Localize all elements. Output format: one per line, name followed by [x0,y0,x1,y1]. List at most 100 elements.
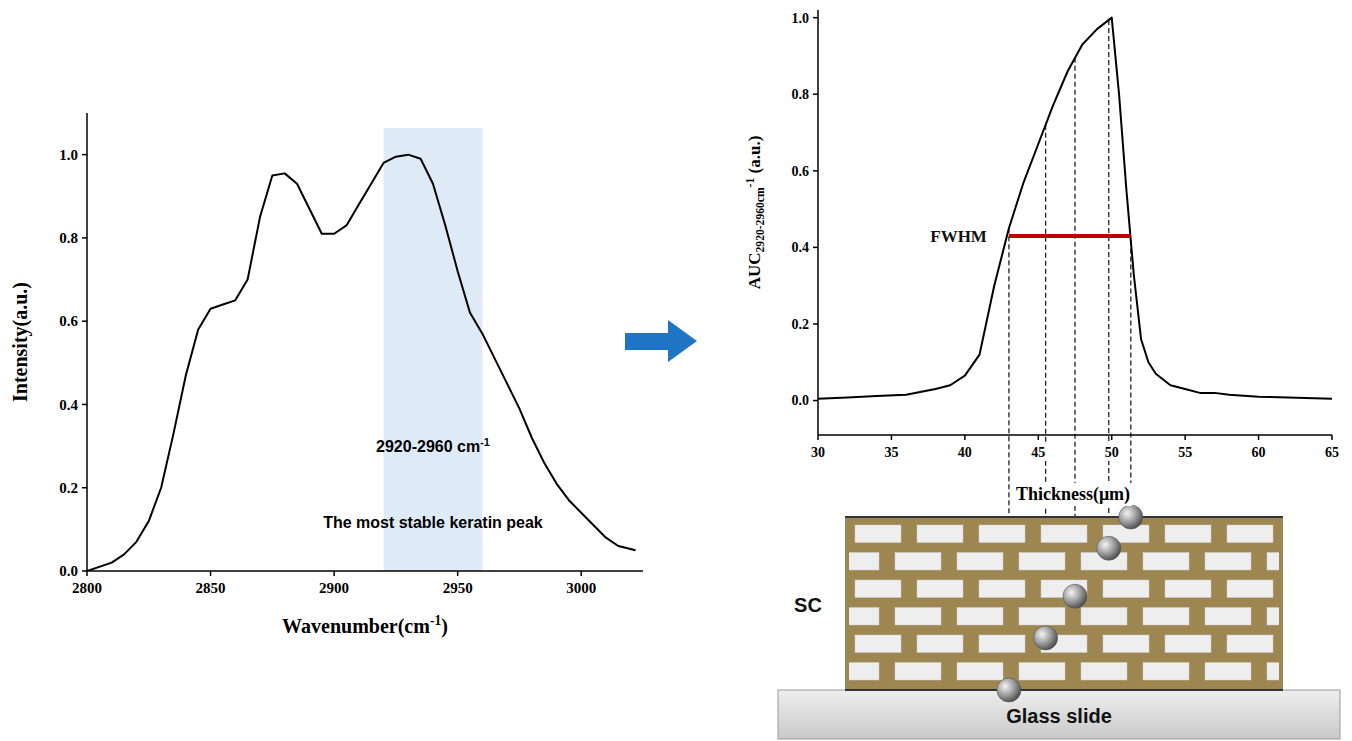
x-axis-title: Thickness(μm) [1016,484,1130,505]
corneocyte [1081,608,1127,626]
y-tick [813,17,818,19]
x-tick [964,435,966,440]
probe-point [1063,584,1087,608]
y-tick-label: 0.2 [792,317,810,332]
y-tick [813,170,818,172]
corneocyte [855,580,901,598]
y-tick-label: 0.8 [59,230,78,246]
depth-guide [1074,58,1075,596]
corneocyte [1019,608,1065,626]
label-patch [1103,444,1121,461]
corneocyte [957,663,1003,681]
curve [87,155,636,571]
x-tick-label: 2950 [443,580,473,596]
corneocyte [1227,580,1273,598]
x-tick-label: 50 [1105,445,1119,460]
label-patch [1029,444,1047,461]
y-tick-label: 1.0 [792,11,810,26]
y-tick [82,154,87,156]
y-tick [813,323,818,325]
x-tick-label: 2900 [319,580,349,596]
y-axis-title: Intensity(a.u.) [9,282,32,402]
corneocyte [1041,525,1087,543]
glass-slide [778,690,1340,739]
corneocyte [1267,608,1279,626]
curve [818,18,1332,399]
x-tick [1038,435,1040,440]
band [384,128,483,571]
y-tick [82,320,87,322]
x-tick [1258,435,1260,440]
y-tick [813,93,818,95]
corneocyte [895,663,941,681]
corneocyte [1267,663,1279,681]
y-tick-label: 0.6 [59,313,78,329]
corneocyte [895,553,941,571]
depth-guide [1108,20,1109,548]
corneocyte [917,580,963,598]
x-axis [87,570,643,572]
y-tick-label: 1.0 [59,147,78,163]
x-axis-title: Wavenumber(cm-1) [282,613,448,638]
flow-arrow [625,320,697,362]
text-part: -1 [430,613,442,628]
label-patch [1014,483,1132,506]
x-axis [818,434,1332,436]
text-part: (a.u.) [745,136,764,178]
label-patch [882,444,900,461]
x-tick-label: 35 [884,445,898,460]
y-tick-label: 0.6 [792,164,810,179]
corneocyte [1019,663,1065,681]
y-tick [813,247,818,249]
probe-point [1097,536,1121,560]
corneocyte [849,663,879,681]
x-tick-label: 45 [1031,445,1045,460]
band-note: The most stable keratin peak [323,514,543,531]
fwhm-label: FWHM [930,227,987,246]
x-tick-label: 55 [1178,445,1192,460]
corneocyte [1143,553,1189,571]
x-tick-label: 2800 [72,580,102,596]
glass-label: Glass slide [1006,705,1112,727]
y-tick [82,404,87,406]
corneocyte [1081,663,1127,681]
corneocyte [1165,580,1211,598]
corneocyte [895,608,941,626]
y-tick-label: 0.4 [59,397,78,413]
label-patch [1176,444,1194,461]
sc-top [845,516,1283,518]
corneocyte [1103,580,1149,598]
probe-point [1034,626,1058,650]
y-tick [82,487,87,489]
corneocyte [917,635,963,653]
depth-guide [1130,240,1131,517]
probe-point [997,678,1021,702]
corneocyte [1165,635,1211,653]
label-patch [1323,444,1341,461]
corneocyte [957,553,1003,571]
x-tick-label: 40 [958,445,972,460]
text-part: 2920-2960 cm [376,438,480,455]
y-tick-label: 0.2 [59,480,78,496]
y-axis [817,10,819,435]
x-tick-label: 2850 [196,580,226,596]
diagram: Glass slideSC [778,505,1340,739]
corneocyte [849,608,879,626]
fwhm-line [1009,234,1131,238]
corneocyte [849,553,879,571]
corneocyte [957,608,1003,626]
corneocyte [1165,525,1211,543]
y-axis-title: AUC2920-2960cm-1 (a.u.) [744,136,768,290]
text-part: Intensity(a.u.) [9,282,32,402]
x-tick [580,571,582,576]
sc-bottom [845,689,1283,691]
label-patch [1250,444,1268,461]
corneocyte [917,525,963,543]
corneocyte [1205,608,1251,626]
text-part: 2920-2960cm [754,187,767,252]
y-tick-label: 0.4 [792,240,810,255]
corneocyte [1227,635,1273,653]
corneocyte [1267,553,1279,571]
text-part: Wavenumber(cm [282,615,430,638]
text-part: Thickness(μm) [1016,484,1130,505]
